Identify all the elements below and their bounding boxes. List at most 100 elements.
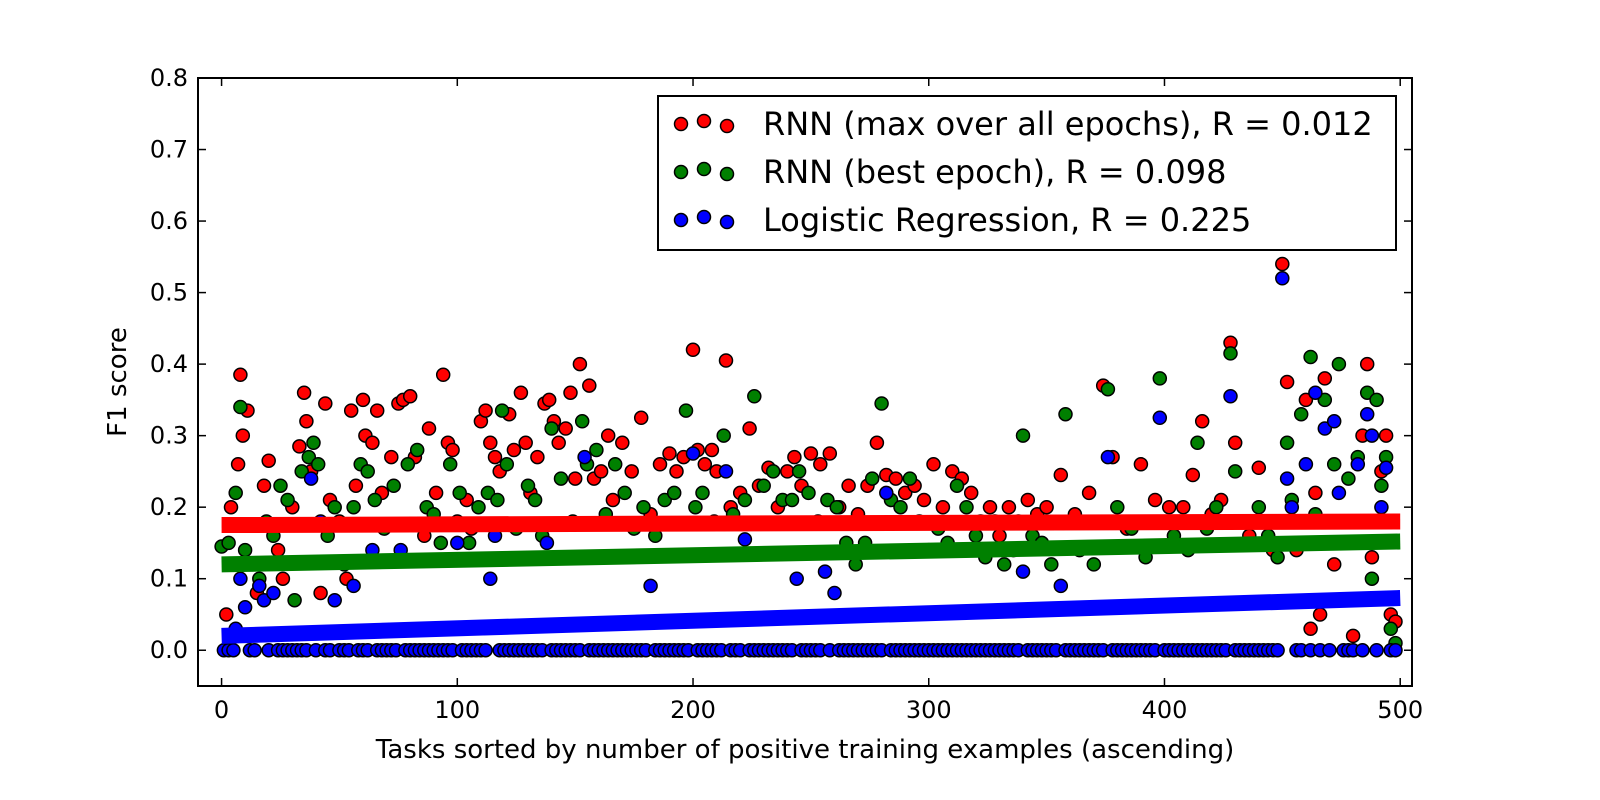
series-1-point-101 — [1110, 499, 1125, 515]
series-0-point-100 — [897, 485, 913, 501]
series-0-point-61 — [572, 356, 588, 372]
series-0-point-49 — [506, 442, 522, 458]
series-2-point-232 — [1308, 385, 1323, 400]
series-1-point-104 — [1152, 371, 1168, 386]
series-1-point-27 — [409, 442, 425, 458]
y-tick-label-6: 0.6 — [150, 207, 188, 235]
series-0-point-142 — [1317, 371, 1333, 386]
series-0-point-113 — [1020, 492, 1036, 508]
series-2-point-244 — [1364, 428, 1380, 443]
series-1-point-110 — [1223, 346, 1238, 361]
series-1-point-44 — [553, 471, 569, 486]
series-2-point-224 — [1270, 642, 1285, 658]
series-0-point-17 — [313, 585, 328, 601]
series-1-point-131 — [1383, 621, 1399, 637]
series-0-point-97 — [869, 435, 885, 451]
series-1-point-115 — [1270, 549, 1285, 565]
series-0-point-102 — [916, 492, 932, 508]
series-0-point-150 — [1378, 428, 1394, 443]
series-0-point-145 — [1345, 628, 1361, 644]
series-0-point-50 — [513, 385, 529, 400]
series-1-point-87 — [959, 499, 974, 515]
series-1-point-118 — [1293, 406, 1309, 422]
series-1-point-32 — [452, 485, 467, 501]
series-2-point-237 — [1331, 485, 1347, 501]
series-0-point-107 — [963, 485, 979, 501]
series-0-point-72 — [662, 446, 677, 461]
series-0-point-94 — [841, 478, 856, 493]
series-1-point-111 — [1227, 464, 1243, 479]
y-tick-label-8: 0.8 — [150, 64, 188, 92]
x-tick-label-4: 400 — [1142, 696, 1188, 724]
series-2-point-236 — [1326, 414, 1342, 429]
series-0-point-39 — [445, 442, 460, 458]
x-tick-label-3: 300 — [906, 696, 952, 724]
series-0-point-67 — [615, 435, 630, 451]
series-2-point-69 — [539, 535, 555, 551]
x-tick-label-5: 500 — [1377, 696, 1423, 724]
series-1-point-53 — [636, 499, 651, 515]
series-0-point-66 — [605, 492, 621, 508]
series-2-point-225 — [1275, 271, 1290, 286]
ticks-layer: 0 100 200 300 400 500 0.0 0.1 0.2 0.3 0.4 0.5 0.6 0.7… — [150, 64, 1423, 724]
series-1-point-40 — [520, 478, 536, 493]
series-0-point-77 — [697, 457, 713, 472]
legend-marker-2-1 — [696, 209, 712, 225]
series-0-point-75 — [685, 342, 701, 358]
series-1-point-73 — [829, 499, 845, 515]
series-2-point-245 — [1369, 642, 1384, 658]
series-1-point-21 — [360, 464, 375, 479]
series-1-point-33 — [461, 535, 477, 551]
series-0-point-35 — [421, 421, 437, 436]
legend-label-1: RNN (best epoch), R = 0.098 — [763, 153, 1226, 191]
series-1-point-88 — [968, 528, 984, 544]
series-0-point-99 — [888, 471, 904, 486]
series-0-point-64 — [593, 464, 609, 479]
series-1-point-11 — [287, 592, 302, 608]
series-0-point-2 — [230, 457, 246, 472]
series-1-point-50 — [607, 457, 623, 472]
series-0-point-32 — [402, 389, 418, 404]
series-0-point-90 — [803, 446, 819, 461]
series-2-point-28 — [346, 578, 361, 594]
series-2-point-4 — [233, 571, 248, 586]
series-1-point-55 — [657, 492, 672, 508]
series-1-point-121 — [1317, 392, 1333, 408]
series-1-point-68 — [784, 492, 800, 508]
series-0-point-123 — [1147, 492, 1163, 508]
series-1-point-128 — [1369, 392, 1384, 408]
series-1-point-48 — [589, 442, 604, 458]
x-tick-label-2: 200 — [670, 696, 716, 724]
series-0-point-71 — [652, 457, 668, 472]
series-1-point-10 — [280, 492, 295, 508]
series-1-point-14 — [306, 435, 321, 451]
series-0-point-36 — [428, 485, 444, 501]
series-2-point-178 — [1053, 578, 1069, 594]
legend-marker-2-2 — [719, 214, 735, 230]
legend: RNN (max over all epochs), R = 0.012 RNN … — [657, 95, 1397, 251]
series-1-point-69 — [791, 464, 807, 479]
series-1-point-9 — [273, 478, 288, 493]
series-2-point-11 — [266, 585, 281, 601]
series-1-point-13 — [301, 449, 317, 465]
series-0-point-111 — [1001, 499, 1017, 515]
x-tick-label-1: 100 — [434, 696, 480, 724]
series-0-point-139 — [1303, 621, 1318, 637]
series-0-point-58 — [558, 421, 573, 436]
series-1-point-116 — [1279, 435, 1295, 451]
series-0-point-104 — [935, 499, 951, 515]
series-0-point-37 — [435, 367, 451, 383]
series-1-point-107 — [1190, 435, 1205, 451]
series-2-point-247 — [1378, 460, 1394, 476]
y-tick-label-5: 0.5 — [150, 279, 188, 307]
series-0-point-69 — [633, 410, 649, 426]
series-2-point-141 — [879, 485, 894, 501]
series-1-point-93 — [1015, 428, 1031, 443]
series-0-point-88 — [787, 449, 802, 465]
legend-marker-0-0 — [673, 116, 689, 132]
series-1-point-1 — [221, 535, 236, 551]
y-tick-label-0: 0.0 — [150, 636, 188, 664]
plot-frame — [197, 77, 1413, 687]
series-2-point-56 — [478, 642, 493, 658]
series-0-point-4 — [235, 428, 251, 443]
